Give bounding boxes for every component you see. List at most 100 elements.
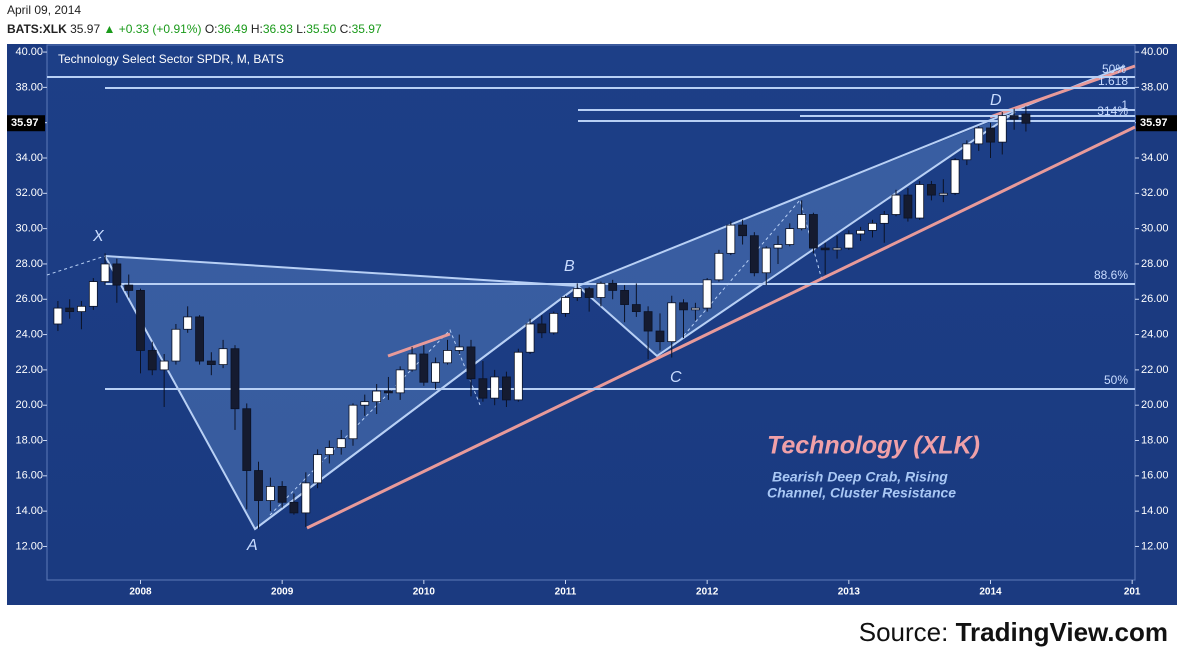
- ohlc-value: 36.49: [217, 22, 247, 36]
- candle-body: [171, 328, 181, 362]
- candle-body: [608, 282, 618, 291]
- quote-line: BATS:XLK 35.97 ▲ +0.33 (+0.91%) O:36.49 …: [7, 22, 382, 36]
- y-tick-label: 12.00: [1141, 540, 1169, 552]
- point-label: X: [92, 228, 105, 245]
- candle-body: [478, 378, 488, 399]
- ohlc-key: H:: [251, 22, 263, 36]
- heading: Technology (XLK): [767, 432, 980, 460]
- candle-body: [868, 222, 877, 231]
- candle-body: [183, 316, 193, 330]
- y-tick-label: 26.00: [15, 293, 43, 305]
- x-tick-label: 2014: [979, 587, 1002, 598]
- candle-body: [466, 346, 476, 380]
- candle-body: [266, 486, 275, 501]
- y-tick-label: 16.00: [15, 470, 43, 482]
- candle-body: [301, 482, 311, 514]
- pattern: [46, 64, 1136, 531]
- xb-line: [104, 255, 579, 287]
- candle-body: [903, 194, 913, 219]
- candle-body: [714, 252, 724, 281]
- candle-body: [431, 362, 440, 383]
- x-tick-label: 2010: [413, 587, 436, 598]
- source-prefix: Source:: [859, 617, 949, 647]
- channel-upper: [989, 64, 1136, 119]
- candle-body: [856, 229, 865, 235]
- candle-body: [974, 127, 984, 145]
- candles: [53, 106, 1031, 529]
- candle-body: [65, 307, 75, 313]
- ohlc-key: C:: [340, 22, 352, 36]
- candle-body: [643, 311, 653, 332]
- candle-body: [100, 263, 110, 283]
- dashed-line: [46, 255, 106, 276]
- x-tick-label: 2013: [838, 587, 861, 598]
- candle-body: [136, 290, 145, 351]
- candle-body: [195, 316, 204, 362]
- candle-body: [891, 194, 901, 215]
- candle-body: [112, 263, 122, 286]
- candle-body: [324, 447, 334, 456]
- source: Source: TradingView.com: [859, 617, 1168, 647]
- candle-body: [277, 486, 287, 503]
- candle-body: [938, 192, 948, 196]
- channel-upper: [387, 332, 451, 358]
- y-tick-label: 20.00: [15, 399, 43, 411]
- level-label: 1.618: [1098, 74, 1128, 88]
- candle-body: [596, 282, 606, 298]
- date: April 09, 2014: [7, 3, 81, 17]
- y-tick-label: 24.00: [15, 328, 43, 340]
- candle-body: [679, 302, 688, 311]
- x-tick-label: 201: [1124, 587, 1141, 598]
- y-tick-label: 32.00: [15, 187, 43, 199]
- level-label: 314%: [1097, 104, 1128, 118]
- candle-body: [147, 350, 157, 371]
- x-tick-label: 2011: [555, 587, 577, 598]
- candle-body: [832, 247, 842, 251]
- candle-body: [950, 159, 960, 194]
- xab-triangle: [105, 256, 578, 529]
- level-label: 50%: [1104, 373, 1128, 387]
- y-tick-label: 40.00: [15, 46, 43, 58]
- y-tick-label: 30.00: [1141, 223, 1169, 235]
- y-tick-label: 38.00: [15, 81, 43, 93]
- point-label: C: [670, 369, 682, 386]
- ohlc-value: 35.50: [306, 22, 336, 36]
- candle-body: [844, 233, 854, 249]
- candle-body: [620, 290, 629, 305]
- x-tick-label: 2008: [129, 587, 152, 598]
- candle-body: [372, 390, 382, 403]
- candle-body: [738, 224, 747, 237]
- level-label: 1: [1121, 98, 1128, 112]
- y-tick-label: 20.00: [1141, 399, 1169, 411]
- candle-body: [927, 184, 936, 196]
- candle-body: [77, 305, 86, 313]
- candle-body: [384, 390, 393, 394]
- dashed-line: [679, 198, 823, 341]
- candle-body: [490, 376, 500, 399]
- candle-body: [502, 376, 511, 401]
- ohlc-key: L:: [296, 22, 306, 36]
- candle-body: [206, 360, 216, 365]
- candle-body: [360, 401, 370, 406]
- candle-body: [513, 351, 523, 401]
- y-tick-label: 18.00: [15, 434, 43, 446]
- source-name: TradingView.com: [956, 617, 1168, 647]
- candle-body: [691, 307, 700, 311]
- point-label: A: [246, 537, 258, 554]
- price-tag-label: 35.97: [1140, 117, 1168, 129]
- candle-body: [254, 470, 263, 501]
- candle-body: [986, 127, 995, 143]
- candle-body: [313, 454, 322, 484]
- x-tick-label: 2009: [271, 587, 294, 598]
- candle-body: [218, 348, 228, 365]
- point-label: D: [990, 92, 1002, 109]
- candle-body: [820, 247, 830, 251]
- bcd-triangle: [578, 112, 1015, 356]
- candle-body: [348, 404, 358, 440]
- candle-body: [561, 297, 570, 314]
- candle-body: [525, 323, 535, 353]
- candle-body: [809, 214, 818, 249]
- candle-body: [242, 408, 252, 471]
- candle-body: [124, 284, 134, 291]
